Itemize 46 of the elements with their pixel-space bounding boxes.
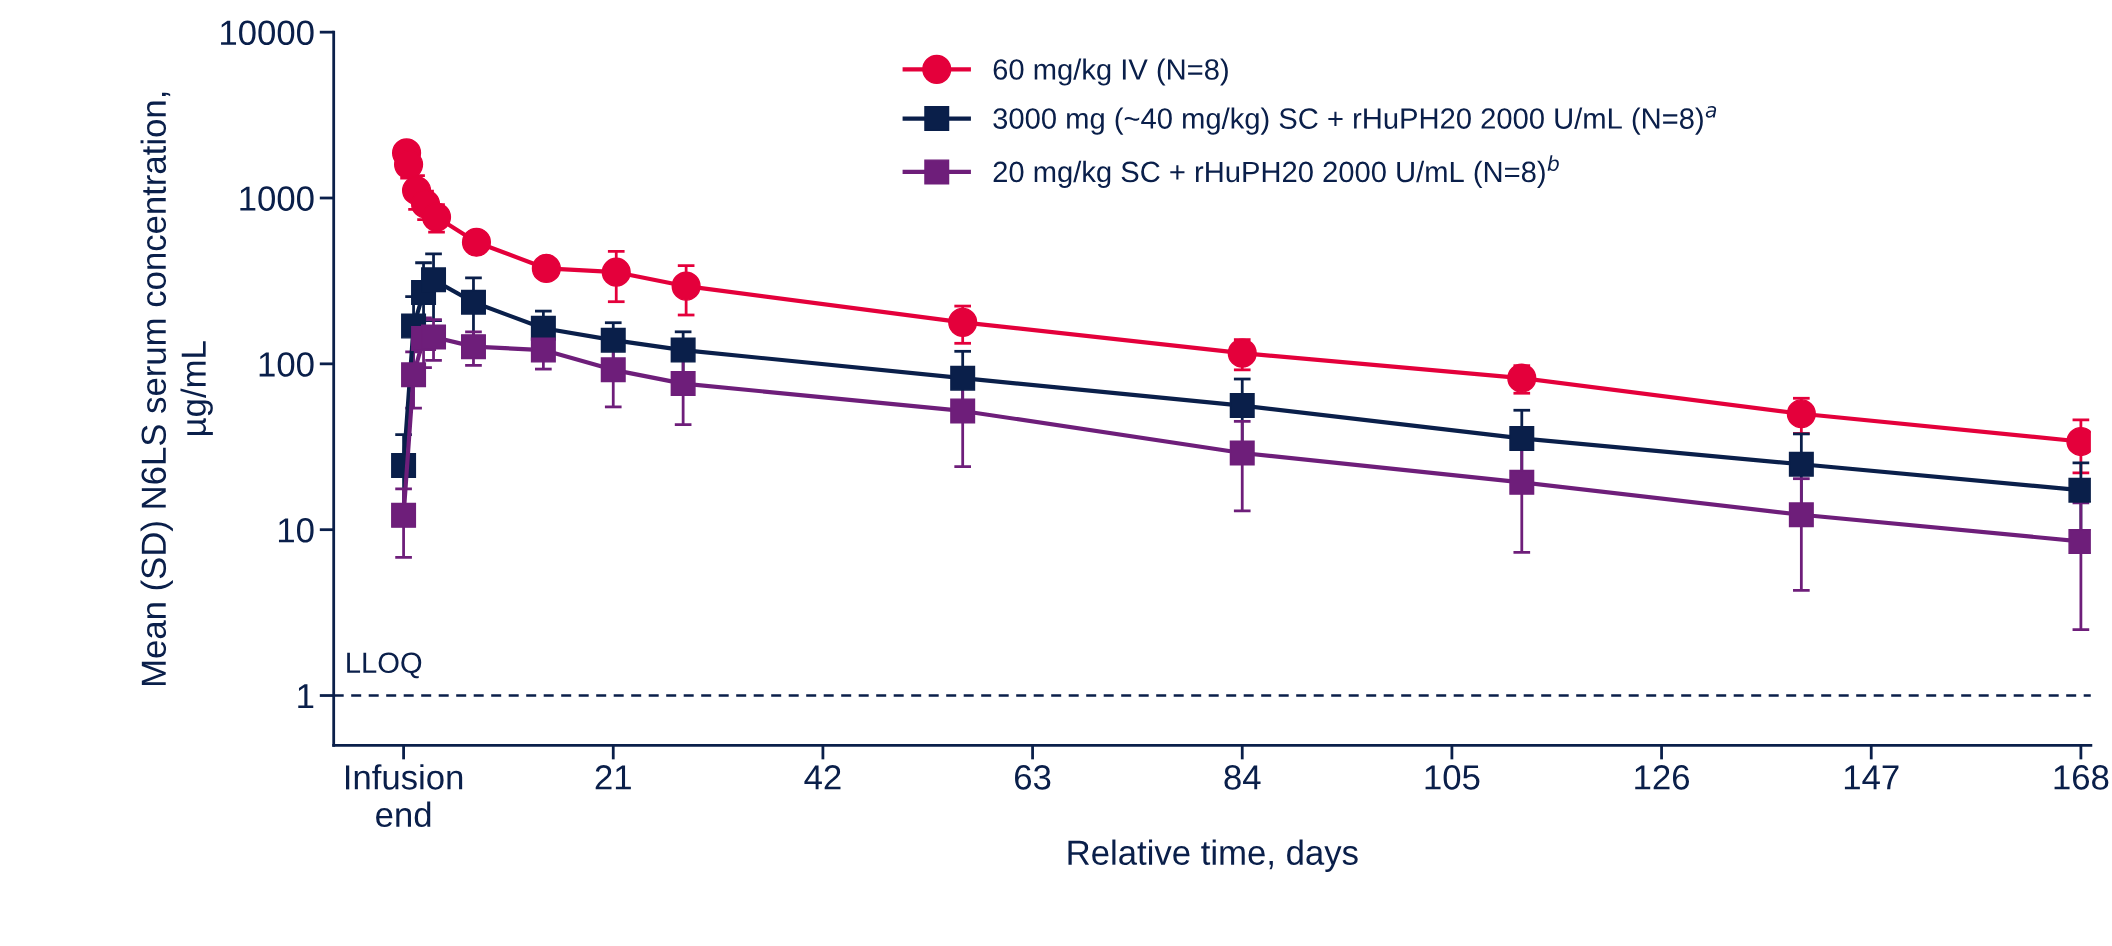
y-tick-label: 10000 [221,20,314,46]
point [671,271,701,301]
y-axis-title: Mean (SD) N6LS serum concentration, µg/mL [140,92,213,686]
legend-label: 60 mg/kg IV (N=8) [993,58,1228,86]
y-tick-label: 1 [298,684,314,709]
point [670,337,696,363]
point [1229,393,1255,419]
point [1509,469,1535,495]
y-tick-label: 1000 [240,186,314,211]
point [1788,502,1814,528]
point [948,307,978,337]
x-tick-label: 63 [1015,765,1051,790]
point [1786,399,1816,429]
point [601,257,631,287]
point [1509,425,1535,451]
point [421,267,447,293]
x-tick-label: 21 [595,765,631,790]
x-tick-label: 84 [1224,765,1261,790]
point [461,227,492,257]
x-tick-label: 42 [804,765,841,790]
point [670,371,696,397]
point [950,365,976,391]
point [460,334,486,360]
point [600,357,626,383]
y-tick-label: 100 [259,352,314,377]
x-axis-title: Relative time, days [1068,839,1358,872]
legend-label: 20 mg/kg SC + rHuPH20 2000 U/mL (N=8)$^{b}$ [993,155,1559,189]
y-tick-label: 10 [278,518,314,543]
point [401,362,427,388]
point [600,327,626,353]
point [391,502,417,528]
point [530,315,556,341]
x-tick-label: 105 [1425,765,1480,790]
point [1229,440,1255,466]
point [950,398,976,424]
x-tick-label: 147 [1844,765,1899,790]
legend-label: 3000 mg (~40 mg/kg) SC + rHuPH20 2000 U/mL (N=8)$^{a}$ [993,106,1717,135]
ref-line-label: LLOQ [347,652,422,679]
point [460,289,486,315]
x-tick-label: 168 [2054,765,2109,790]
point [421,324,447,350]
point [530,337,556,363]
x-tick-label: 126 [1635,765,1690,790]
point [531,253,561,284]
x-tick-label: Infusion end [345,764,463,828]
point [1788,451,1814,477]
